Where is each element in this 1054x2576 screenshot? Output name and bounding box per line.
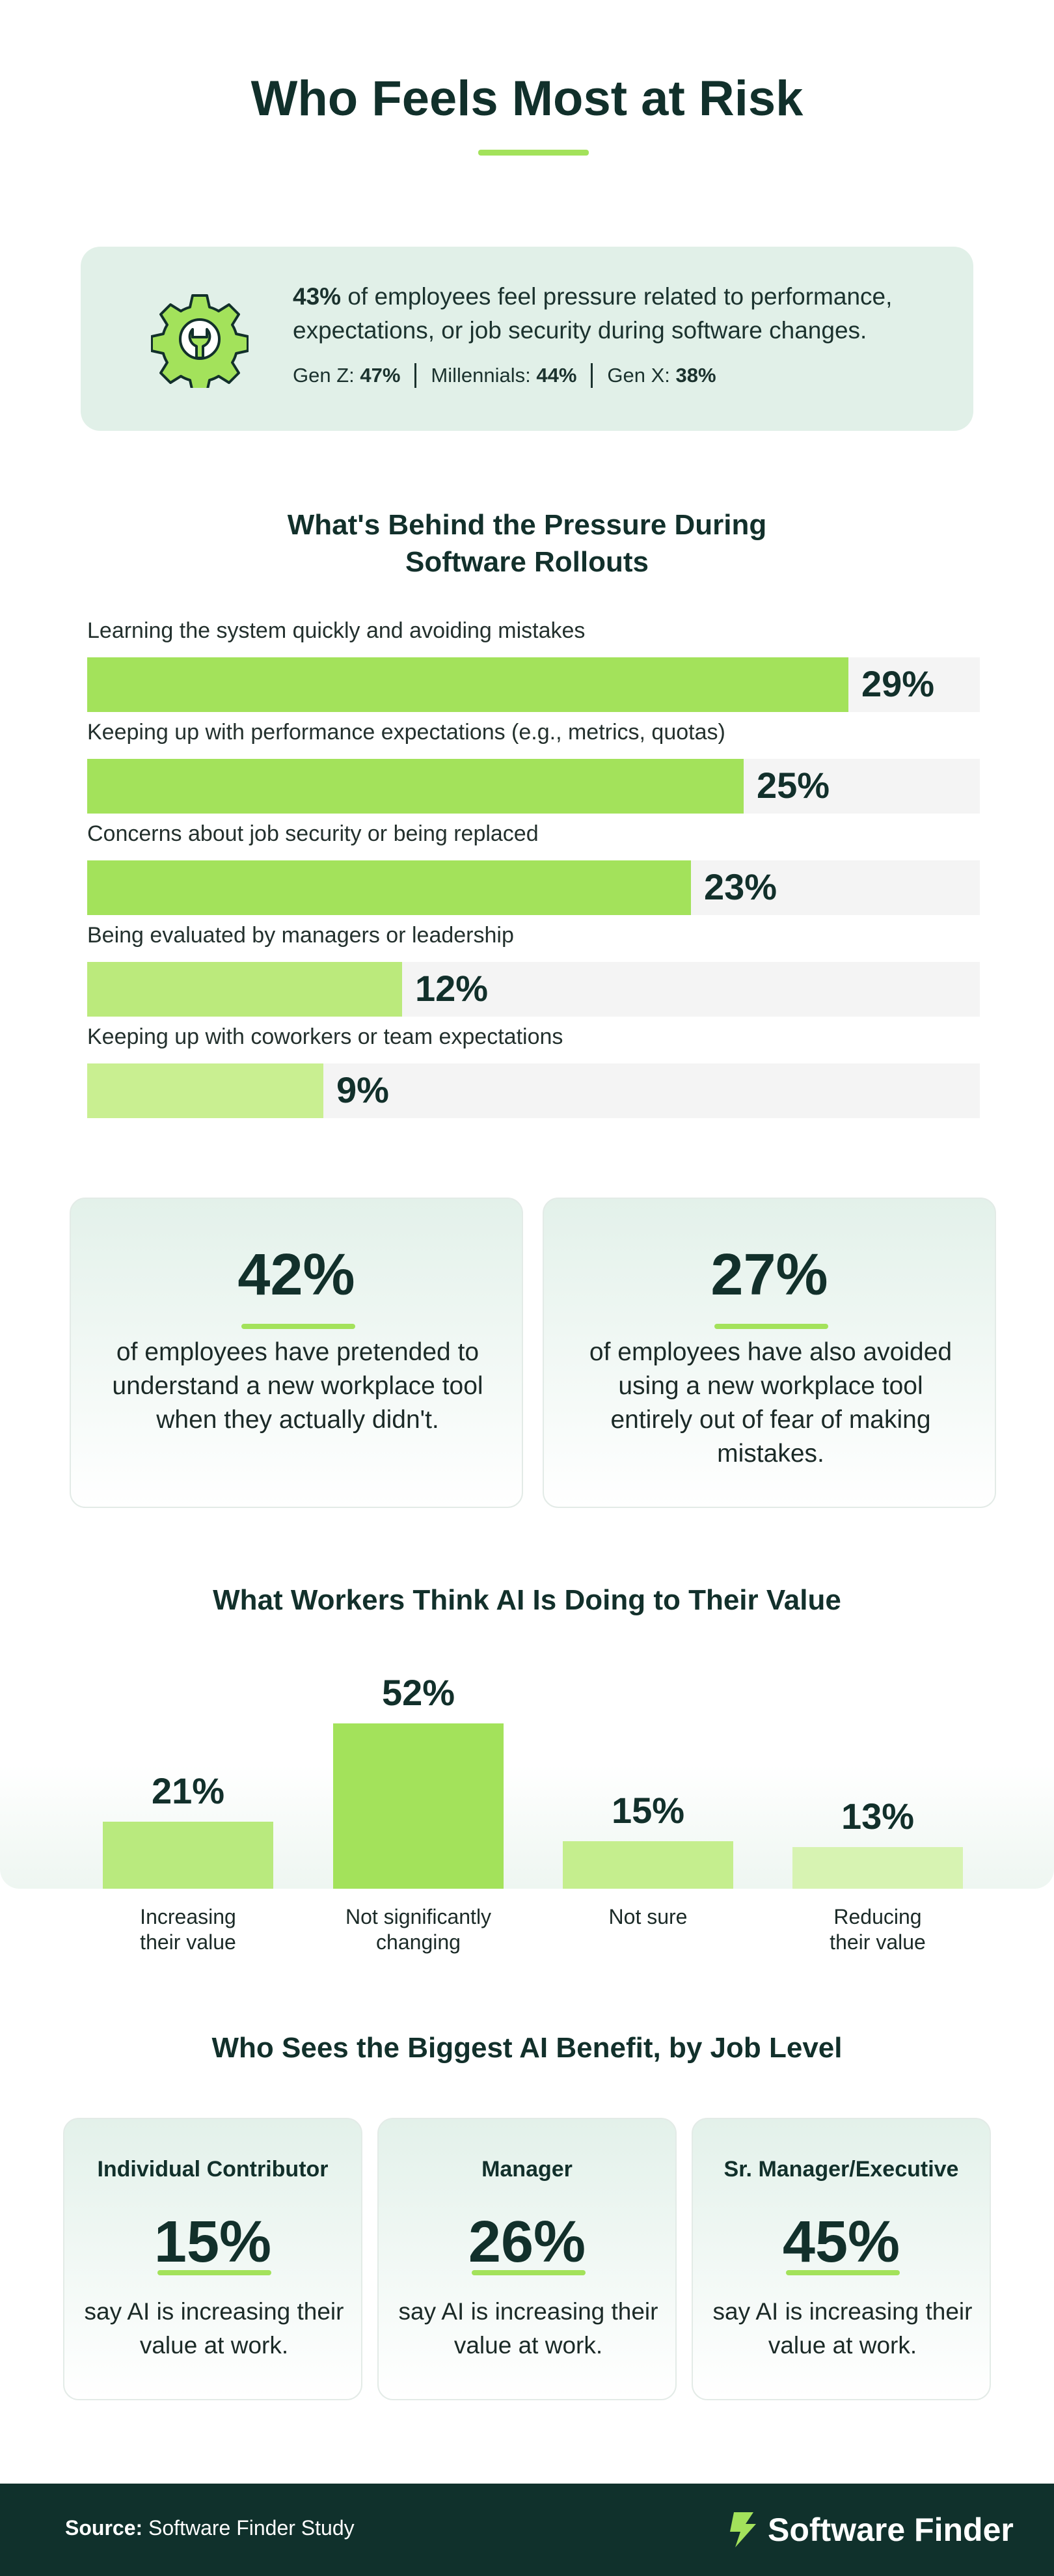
- bar: [563, 1841, 733, 1889]
- bar: [87, 1063, 323, 1118]
- bar: [87, 860, 691, 915]
- brand-name: Software Finder: [768, 2512, 1014, 2548]
- page-title: Who Feels Most at Risk: [250, 71, 804, 126]
- value-underline: [472, 2270, 586, 2275]
- job-value: 15%: [154, 2210, 272, 2275]
- category-label-line: changing: [376, 1930, 461, 1954]
- category-label-line: Reducing: [833, 1905, 922, 1928]
- bar-value-label: 13%: [841, 1796, 915, 1837]
- bar-value-label: 9%: [336, 1069, 389, 1110]
- bar-value-label: 25%: [757, 765, 830, 806]
- category-label-line: their value: [140, 1930, 236, 1954]
- gen-x-stat: Gen X: 38%: [607, 364, 716, 387]
- job-value: 45%: [782, 2210, 900, 2275]
- bar: [87, 657, 848, 712]
- footer: Source: Software Finder Study Software F…: [0, 2484, 1054, 2576]
- card-text: of employees have pretended to understan…: [112, 1338, 483, 1434]
- job-role: Sr. Manager/Executive: [723, 2157, 959, 2182]
- bar-label: Keeping up with performance expectations…: [87, 720, 725, 745]
- category-label: Reducing their value: [766, 1904, 989, 1955]
- category-label-line: their value: [830, 1930, 926, 1954]
- bar-label: Learning the system quickly and avoiding…: [87, 618, 586, 643]
- bar-value-label: 29%: [861, 663, 935, 704]
- card-text: of employees have also avoided using a n…: [589, 1338, 953, 1468]
- category-label-line: Increasing: [140, 1905, 236, 1928]
- bar: [87, 962, 402, 1017]
- divider: [591, 363, 593, 388]
- value-underline: [714, 1324, 828, 1329]
- card-value: 42%: [237, 1242, 355, 1308]
- job-card-sr-manager-executive: Sr. Manager/Executive 45% say AI is incr…: [692, 2118, 991, 2400]
- category-label: Not significantly changing: [307, 1904, 530, 1955]
- gen-z-stat: Gen Z: 47%: [293, 364, 401, 387]
- bar-track: 25%: [87, 759, 980, 814]
- job-text: say AI is increasing their value at work…: [84, 2298, 344, 2359]
- stat-description: of employees feel pressure related to pe…: [293, 283, 893, 344]
- card-value: 27%: [710, 1242, 828, 1308]
- divider: [414, 363, 417, 388]
- bar-label: Being evaluated by managers or leadershi…: [87, 923, 514, 948]
- job-role: Individual Contributor: [97, 2157, 329, 2182]
- value-underline: [157, 2270, 271, 2275]
- stat-percent: 43%: [293, 283, 342, 310]
- bar-track: 23%: [87, 860, 980, 915]
- value-underline: [241, 1324, 355, 1329]
- bar-value-label: 12%: [415, 968, 489, 1009]
- job-card-manager: Manager 26% say AI is increasing their v…: [377, 2118, 677, 2400]
- bar-track: 12%: [87, 962, 980, 1017]
- bar: [792, 1847, 963, 1889]
- avoid-stat-card: 27% of employees have also avoided using…: [543, 1198, 996, 1508]
- ai-value-chart-title: What Workers Think AI Is Doing to Their …: [213, 1584, 841, 1616]
- bar-track: 9%: [87, 1063, 980, 1118]
- brand-logo[interactable]: Software Finder: [727, 2511, 1014, 2549]
- job-card-individual-contributor: Individual Contributor 15% say AI is inc…: [63, 2118, 362, 2400]
- generation-breakdown: Gen Z: 47% Millennials: 44% Gen X: 38%: [293, 363, 716, 388]
- job-role: Manager: [481, 2157, 573, 2182]
- bar-label: Keeping up with coworkers or team expect…: [87, 1024, 563, 1049]
- bar-value-label: 52%: [381, 1672, 455, 1713]
- source-note: Source: Software Finder Study: [65, 2516, 355, 2540]
- job-text: say AI is increasing their value at work…: [398, 2298, 658, 2359]
- bar-label: Concerns about job security or being rep…: [87, 821, 539, 846]
- job-value: 26%: [468, 2210, 586, 2275]
- stat-text: 43% of employees feel pressure related t…: [293, 280, 943, 348]
- bar: [103, 1822, 273, 1889]
- title-underline: [478, 150, 589, 156]
- bar: [87, 759, 744, 814]
- millennials-stat: Millennials: 44%: [431, 364, 577, 387]
- job-level-title: Who Sees the Biggest AI Benefit, by Job …: [211, 2032, 843, 2064]
- job-text: say AI is increasing their value at work…: [712, 2298, 973, 2359]
- bar-value-label: 23%: [704, 866, 777, 907]
- category-label: Not sure: [537, 1904, 759, 1930]
- pressure-chart-title: What's Behind the Pressure During Softwa…: [287, 509, 767, 578]
- gear-wrench-icon: [151, 294, 249, 388]
- software-finder-logo-icon: [730, 2512, 756, 2547]
- category-label-line: Not significantly: [345, 1905, 492, 1928]
- pretend-stat-card: 42% of employees have pretended to under…: [70, 1198, 523, 1508]
- category-label: Increasing their value: [77, 1904, 299, 1955]
- bar: [333, 1723, 504, 1889]
- value-underline: [786, 2270, 900, 2275]
- category-label-line: Not sure: [608, 1905, 688, 1928]
- bar-value-label: 21%: [151, 1770, 225, 1811]
- bar-value-label: 15%: [611, 1790, 685, 1831]
- bar-track: 29%: [87, 657, 980, 712]
